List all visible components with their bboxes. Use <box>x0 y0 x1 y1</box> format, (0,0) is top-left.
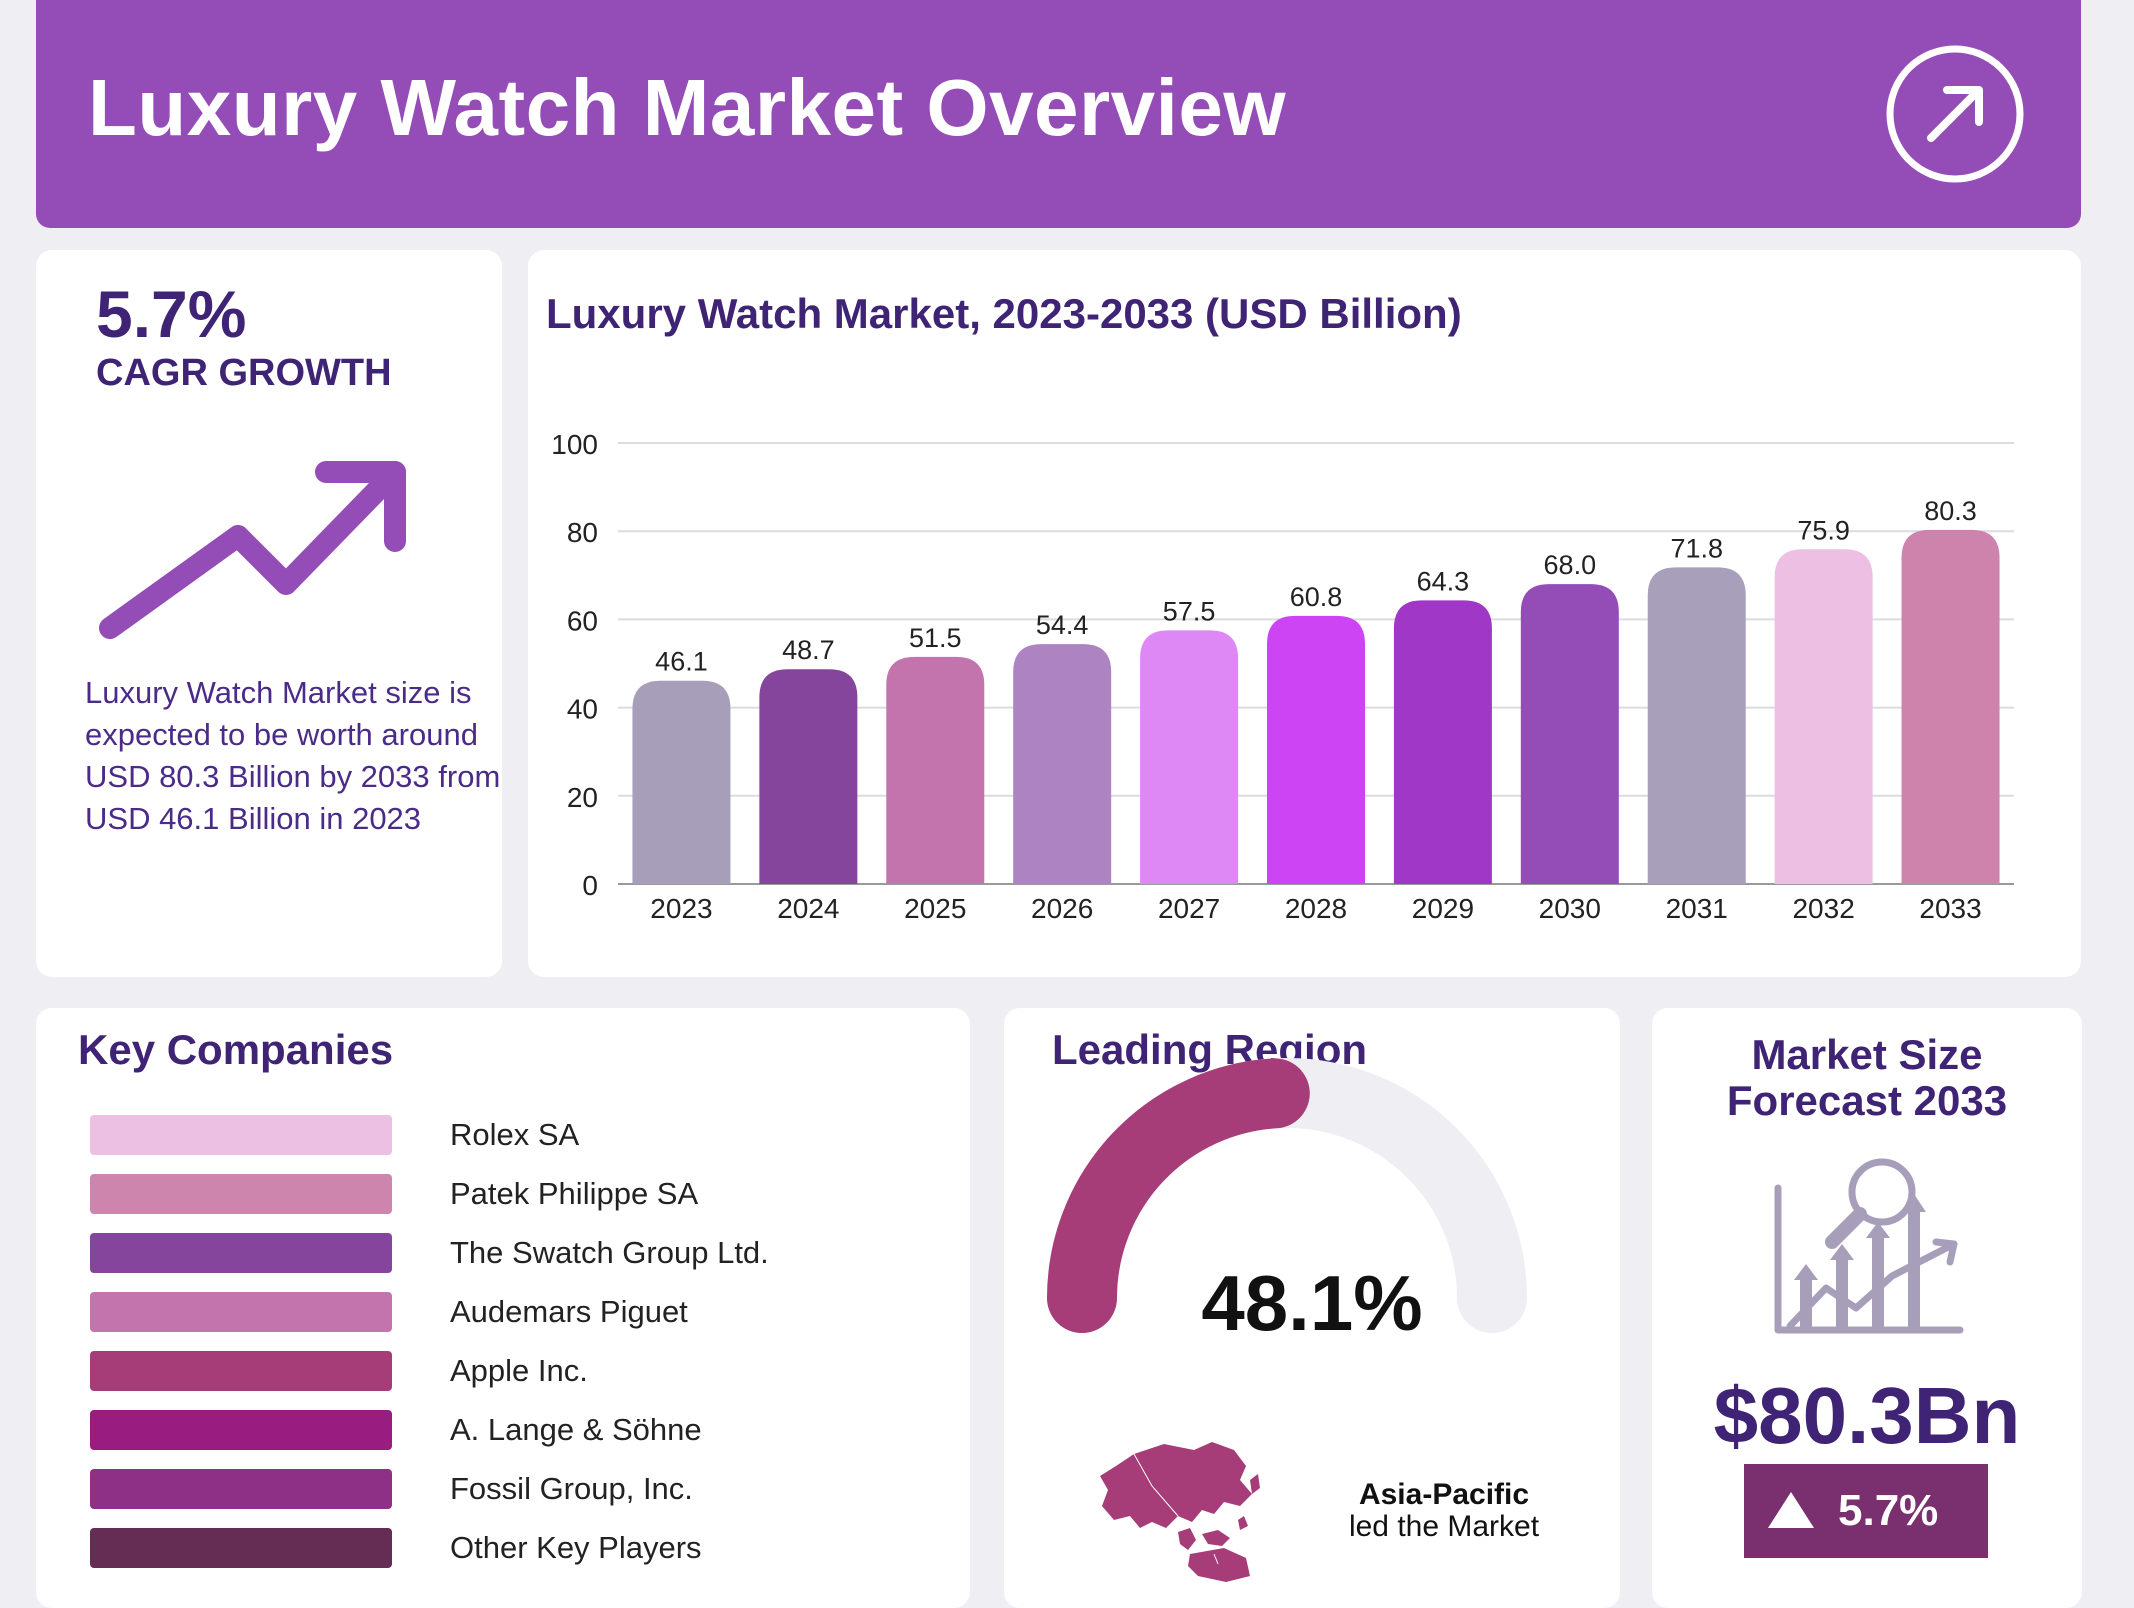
y-tick-label: 20 <box>567 782 598 813</box>
cagr-value: 5.7% <box>96 277 247 351</box>
company-name: Fossil Group, Inc. <box>450 1471 693 1506</box>
bar-value-label: 51.5 <box>909 623 962 653</box>
x-tick-label: 2025 <box>904 893 966 924</box>
company-name: Other Key Players <box>450 1530 702 1565</box>
growth-chart-magnifier-icon <box>1774 1158 1964 1334</box>
leading-region-card: Leading Region 48.1% Asia-Pacific led th… <box>1004 1008 1620 1608</box>
bar-value-label: 46.1 <box>655 647 708 677</box>
legend-swatch <box>90 1351 392 1391</box>
asia-pacific-map-icon <box>1100 1442 1260 1582</box>
y-tick-label: 40 <box>567 694 598 725</box>
page-title: Luxury Watch Market Overview <box>88 63 1287 152</box>
x-tick-label: 2024 <box>777 893 839 924</box>
bar-2026 <box>1013 644 1112 884</box>
x-tick-label: 2033 <box>1919 893 1981 924</box>
company-legend-item: Other Key Players <box>90 1528 990 1568</box>
company-name: Audemars Piguet <box>450 1294 688 1329</box>
company-legend-item: The Swatch Group Ltd. <box>90 1233 990 1273</box>
chart-title: Luxury Watch Market, 2023-2033 (USD Bill… <box>546 290 1462 337</box>
bar-2025 <box>886 656 985 884</box>
x-tick-label: 2031 <box>1666 893 1728 924</box>
bar-value-label: 75.9 <box>1797 515 1850 545</box>
company-name: The Swatch Group Ltd. <box>450 1235 769 1270</box>
company-name: A. Lange & Söhne <box>450 1412 702 1447</box>
x-tick-label: 2027 <box>1158 893 1220 924</box>
company-legend-item: Fossil Group, Inc. <box>90 1469 990 1509</box>
bar-chart-card: Luxury Watch Market, 2023-2033 (USD Bill… <box>528 250 2081 977</box>
bar-value-label: 48.7 <box>782 635 835 665</box>
cagr-description: Luxury Watch Market size is expected to … <box>85 675 501 836</box>
bar-2024 <box>759 669 858 884</box>
region-share-value: 48.1% <box>1201 1259 1423 1347</box>
legend-swatch <box>90 1292 392 1332</box>
bar-value-label: 57.5 <box>1163 596 1216 626</box>
y-tick-label: 0 <box>582 870 598 901</box>
bar-2031 <box>1647 567 1746 884</box>
y-tick-label: 60 <box>567 605 598 636</box>
x-tick-label: 2026 <box>1031 893 1093 924</box>
forecast-title-line2: Forecast 2033 <box>1726 1077 2008 1124</box>
company-name: Rolex SA <box>450 1117 580 1152</box>
bar-2027 <box>1140 630 1239 884</box>
bar-value-label: 64.3 <box>1417 566 1470 596</box>
bar-2029 <box>1393 600 1492 884</box>
company-legend-item: Rolex SA <box>90 1115 990 1155</box>
trend-up-arrow-icon <box>99 461 406 639</box>
bar-chart: 0 20 40 60 80 100 46.1 2023 48.7 2024 51.5 2025 54.4… <box>551 429 2014 924</box>
legend-swatch <box>90 1233 392 1273</box>
region-subtitle: led the Market <box>1348 1510 1540 1543</box>
legend-swatch <box>90 1115 392 1155</box>
company-legend-item: Apple Inc. <box>90 1351 990 1391</box>
cagr-label: CAGR GROWTH <box>96 352 392 394</box>
arrow-up-right-circle-icon[interactable] <box>1885 44 2025 184</box>
x-tick-label: 2028 <box>1285 893 1347 924</box>
forecast-value: $80.3Bn <box>1713 1371 2021 1460</box>
bar-2023 <box>632 680 731 884</box>
bar-value-label: 60.8 <box>1290 582 1343 612</box>
forecast-title-line1: Market Size <box>1751 1031 1983 1078</box>
header-banner: Luxury Watch Market Overview <box>36 0 2081 228</box>
region-share-gauge <box>1047 1058 1527 1333</box>
growth-badge: 5.7% <box>1744 1464 1988 1558</box>
bar-2030 <box>1520 584 1619 884</box>
growth-badge-value: 5.7% <box>1838 1486 1939 1535</box>
bar-value-label: 68.0 <box>1544 550 1597 580</box>
bar-2028 <box>1267 615 1365 884</box>
bar-2033 <box>1901 529 2000 884</box>
company-legend-item: Patek Philippe SA <box>90 1174 990 1214</box>
legend-swatch <box>90 1469 392 1509</box>
key-companies-title: Key Companies <box>78 1026 394 1073</box>
company-legend-item: Audemars Piguet <box>90 1292 990 1332</box>
market-forecast-card: Market Size Forecast 2033 $80.3Bn 5.7% <box>1652 1008 2082 1608</box>
triangle-up-icon <box>1768 1492 1814 1528</box>
region-name: Asia-Pacific <box>1358 1478 1530 1511</box>
company-name: Apple Inc. <box>450 1353 588 1388</box>
legend-swatch <box>90 1528 392 1568</box>
gauge-fill <box>1047 1058 1310 1333</box>
company-legend-item: A. Lange & Söhne <box>90 1410 990 1450</box>
y-tick-label: 100 <box>551 429 598 460</box>
key-companies-card: Key Companies Rolex SA Patek Philippe SA T… <box>36 1008 970 1608</box>
y-tick-label: 80 <box>567 517 598 548</box>
x-tick-label: 2032 <box>1792 893 1854 924</box>
cagr-card: 5.7% CAGR GROWTH Luxury Watch Market siz… <box>36 250 502 977</box>
bar-value-label: 80.3 <box>1924 496 1977 526</box>
company-name: Patek Philippe SA <box>450 1176 699 1211</box>
bar-value-label: 71.8 <box>1670 533 1723 563</box>
bar-value-label: 54.4 <box>1036 610 1089 640</box>
x-tick-label: 2029 <box>1412 893 1474 924</box>
legend-swatch <box>90 1174 392 1214</box>
forecast-title: Market Size Forecast 2033 <box>1652 1032 2082 1124</box>
x-tick-label: 2030 <box>1539 893 1601 924</box>
legend-swatch <box>90 1410 392 1450</box>
x-tick-label: 2023 <box>650 893 712 924</box>
bar-2032 <box>1774 549 1873 884</box>
